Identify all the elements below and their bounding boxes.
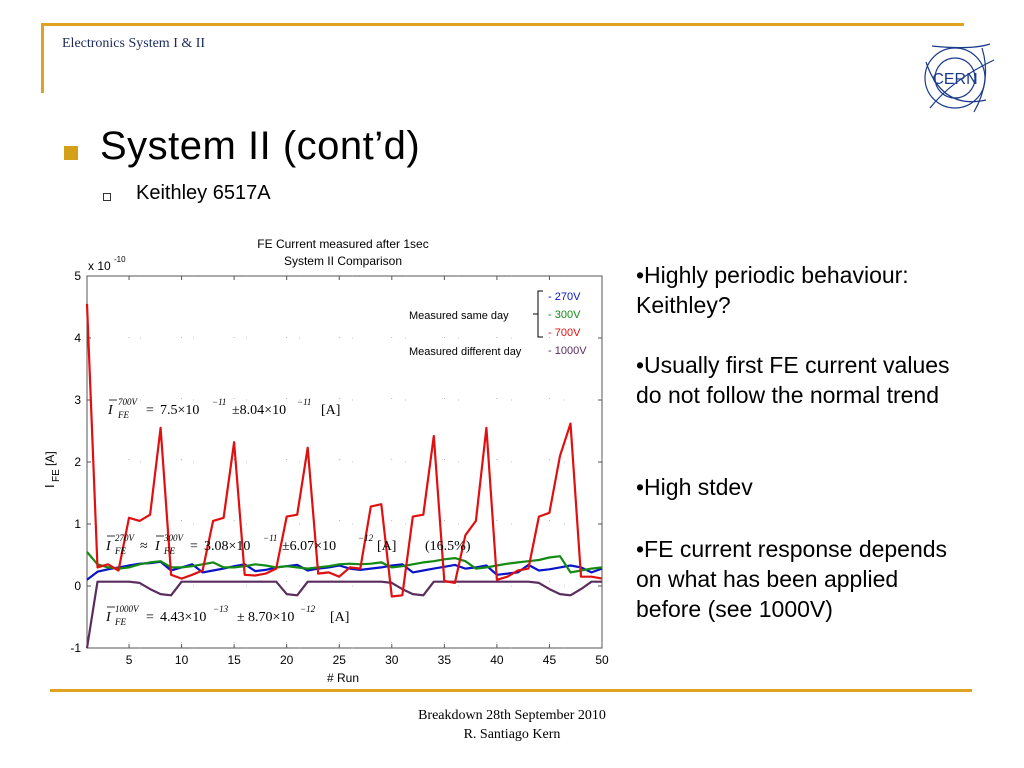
eq1000-mean: 4.43×10 [160,610,206,625]
svg-text:I: I [154,539,161,554]
eq270-pct: (16.5%) [425,539,471,554]
equation-700v: I 700V FE = 7.5×10 −11 ±8.04×10 −11 [A] [107,397,340,420]
y-tick-label: 4 [74,331,81,345]
svg-text:I: I [107,403,114,418]
cern-logo: CERN [924,43,995,113]
y-tick-label: 3 [74,393,81,407]
y-multiplier: x 10 [88,259,111,273]
y-axis-label: I FE [A] [42,451,62,488]
svg-text:=: = [190,539,198,554]
eq270-unit: [A] [377,539,396,554]
series-1000v-line [85,580,602,649]
series-300v-line [86,551,603,574]
y-axis-label-sub: FE [51,469,62,482]
bullet-first-values: •Usually first FE current values do not … [636,352,950,408]
eq700-unit: [A] [321,403,340,418]
svg-text:±: ± [237,610,245,625]
eq1000-std: 8.70×10 [248,610,294,625]
eq270-std-exp: −12 [358,533,374,543]
cern-logo-text: CERN [932,71,977,88]
eq700-mean-exp: −11 [212,397,226,407]
eq270-std: ±6.07×10 [282,539,336,554]
series-lines [85,303,603,649]
equation-1000v: I 1000V FE = 4.43×10 −13 ± 8.70×10 −12 [… [105,604,349,627]
x-tick-label: 5 [126,653,133,667]
bullet-high-stdev: •High stdev [636,474,753,500]
footer-rule [50,689,972,692]
y-tick-label: 1 [74,517,81,531]
legend-group-same-day: Measured same day [409,310,509,322]
eq1000-sup: 1000V [115,604,140,614]
legend-group-different-day: Measured different day [409,346,522,358]
y-axis-label-main: I [42,484,57,488]
legend: Measured same day Measured different day… [409,290,587,358]
eq270-mean-exp: −11 [263,533,277,543]
header-rule-left [41,23,44,93]
eq270-sup2: 300V [163,533,185,543]
x-tick-label: 10 [175,653,189,667]
eq700-sub: FE [117,410,129,420]
eq1000-std-exp: −12 [300,604,316,614]
eq270-sub2: FE [163,546,175,556]
chart-subtitle: System II Comparison [284,254,402,268]
legend-700v: - 700V [548,327,581,339]
x-tick-label: 50 [595,653,609,667]
equation-270v-300v: I 270V FE ≈ I 300V FE = 3.08×10 −11 ±6.0… [105,533,471,556]
eq1000-mean-exp: −13 [213,604,229,614]
svg-text:I: I [105,610,112,625]
eq270-sub1: FE [114,546,126,556]
eq700-sup: 700V [118,397,139,407]
legend-270v: - 270V [548,291,581,303]
svg-text:I: I [105,539,112,554]
y-tick-label: 0 [74,579,81,593]
x-tick-label: 35 [438,653,452,667]
legend-1000v: - 1000V [548,345,587,357]
subtitle-bullet-icon [103,193,111,201]
legend-brace [533,290,543,338]
bullet-fe-response: •FE current response depends on what has… [636,536,948,622]
x-tick-label: 20 [280,653,294,667]
y-multiplier-exp: -10 [114,255,126,264]
legend-300v: - 300V [548,309,581,321]
chart-title: FE Current measured after 1sec [257,237,428,251]
x-axis-label: # Run [327,671,359,685]
eq700-std: ±8.04×10 [232,403,286,418]
y-tick-label: -1 [70,641,81,655]
header-rule-top [44,23,964,26]
svg-text:=: = [146,403,154,418]
y-tick-label: 5 [74,269,81,283]
y-axis-label-unit: [A] [43,451,57,466]
x-tick-label: 30 [385,653,399,667]
title-bullet-icon [64,146,78,160]
x-tick-label: 45 [543,653,557,667]
footer-line-2: R. Santiago Kern [463,727,561,742]
eq1000-unit: [A] [330,610,349,625]
eq1000-sub: FE [114,617,126,627]
eq700-std-exp: −11 [297,397,311,407]
svg-text:≈: ≈ [140,539,148,554]
slide-title: System II (cont’d) [100,124,421,168]
slide-subtitle: Keithley 6517A [136,182,271,204]
eq270-sup1: 270V [115,533,136,543]
x-tick-label: 15 [227,653,241,667]
footer-line-1: Breakdown 28th September 2010 [418,708,606,723]
header-text: Electronics System I & II [62,36,206,51]
eq700-mean: 7.5×10 [160,403,199,418]
plot-area [86,275,603,649]
x-tick-label: 40 [490,653,504,667]
svg-text:=: = [146,610,154,625]
x-tick-label: 25 [333,653,347,667]
eq270-mean: 3.08×10 [204,539,250,554]
y-tick-label: 2 [74,455,81,469]
bullet-periodic: •Highly periodic behaviour: Keithley? [636,262,909,318]
series-700v-line [85,303,603,598]
